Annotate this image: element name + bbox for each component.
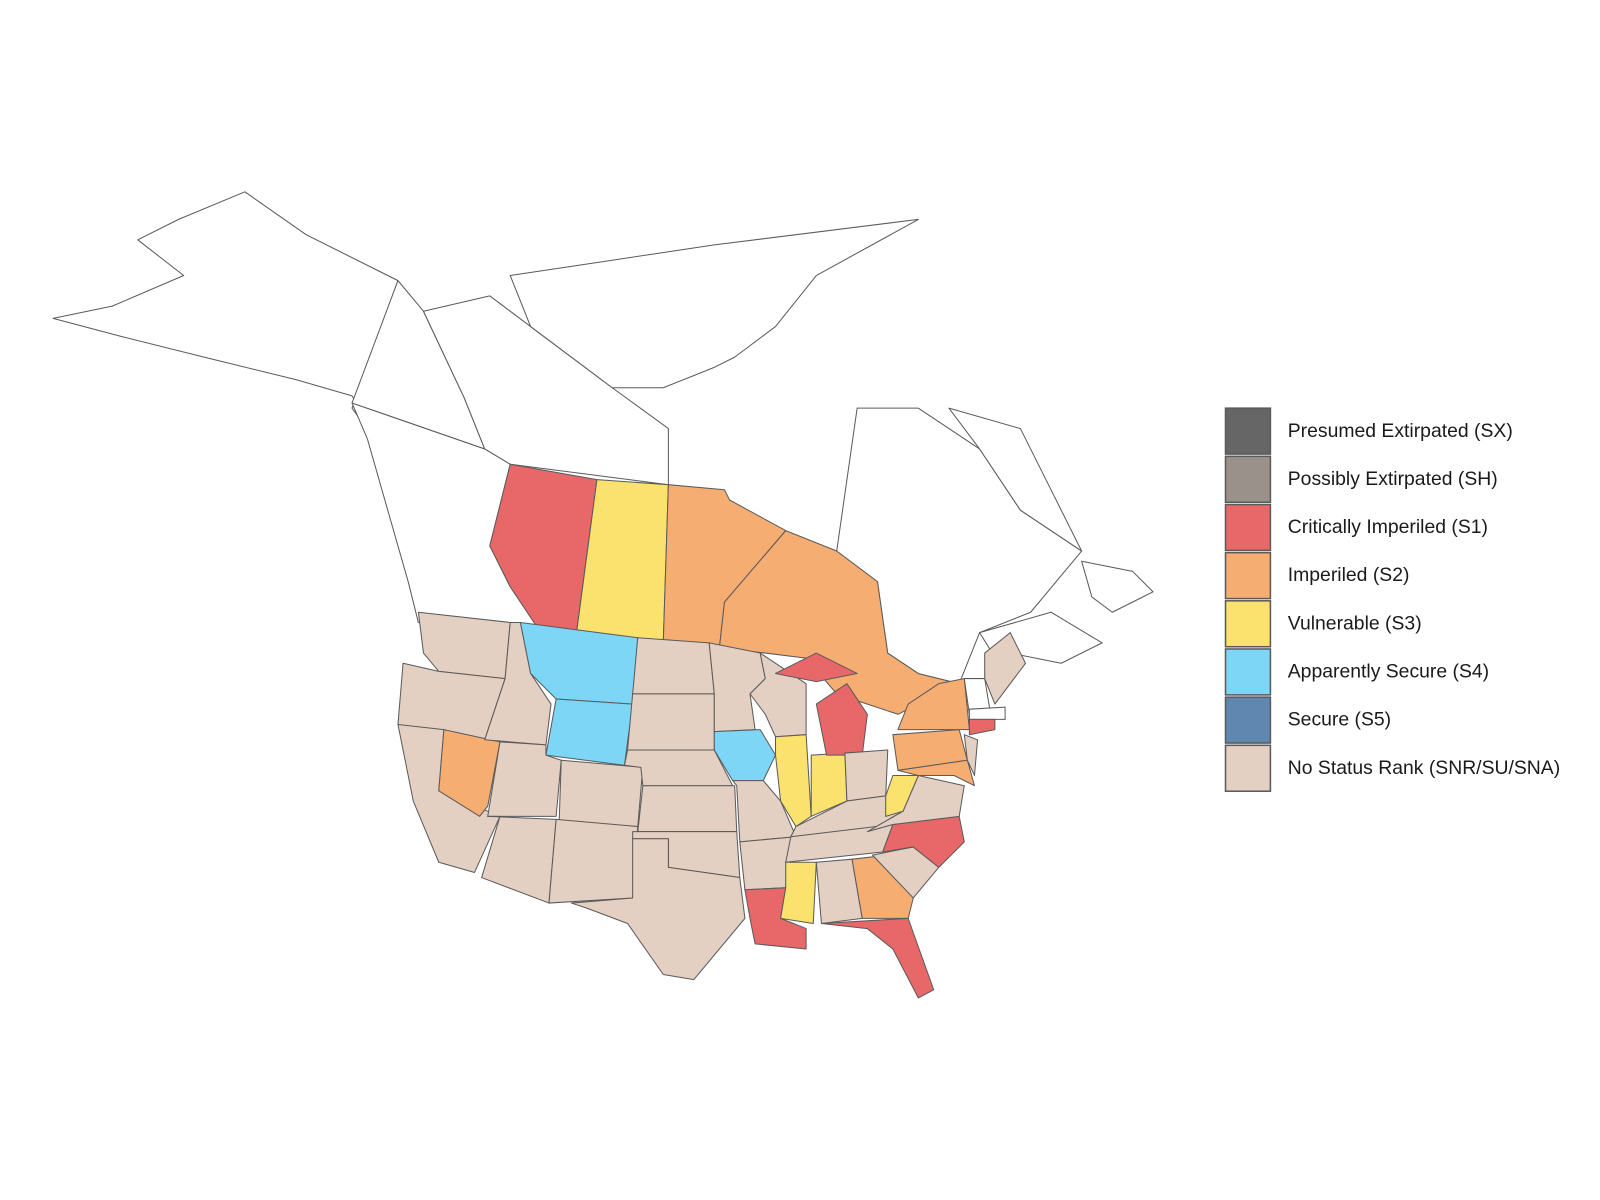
region [815,683,868,756]
region [422,295,669,486]
region [968,718,996,736]
region [632,637,715,695]
region [481,815,557,904]
region [775,652,858,683]
region [836,407,1083,685]
legend-swatch [1224,696,1272,744]
legend-label: Imperiled (S2) [1288,564,1410,586]
region [545,698,634,766]
region [897,759,975,787]
legend-swatch [1224,744,1272,792]
region [417,611,511,680]
legend-swatch [1224,455,1272,504]
legend-label: Possibly Extirpated (SH) [1288,468,1498,490]
legend-swatch [1224,407,1272,455]
legend-label: Secure (S5) [1288,709,1391,731]
legend-swatch [1224,600,1272,648]
legend-label: Apparently Secure (S4) [1288,661,1489,683]
region [968,706,1006,720]
legend-label: Vulnerable (S3) [1288,612,1422,634]
legend-label: Presumed Extirpated (SX) [1288,420,1513,442]
map-regions [52,191,1154,999]
region [780,861,817,924]
region [963,734,979,777]
region [52,191,404,481]
region [558,759,644,828]
region [820,917,935,999]
region [885,775,919,817]
legend-swatch [1224,648,1272,696]
region [570,838,746,981]
region [749,652,807,738]
region [948,407,1083,552]
region [984,632,1027,705]
legend-label: Critically Imperiled (S1) [1288,516,1488,538]
region [844,749,889,802]
legend-swatch [1224,503,1272,552]
legend-label: No Status Rank (SNR/SU/SNA) [1288,757,1560,779]
legend: Presumed Extirpated (SX) Possibly Extirpa… [1224,407,1560,792]
region [548,818,639,904]
region [509,218,919,389]
region [637,785,738,833]
legend-swatch [1224,551,1272,600]
region [1081,560,1154,613]
region [627,693,715,751]
